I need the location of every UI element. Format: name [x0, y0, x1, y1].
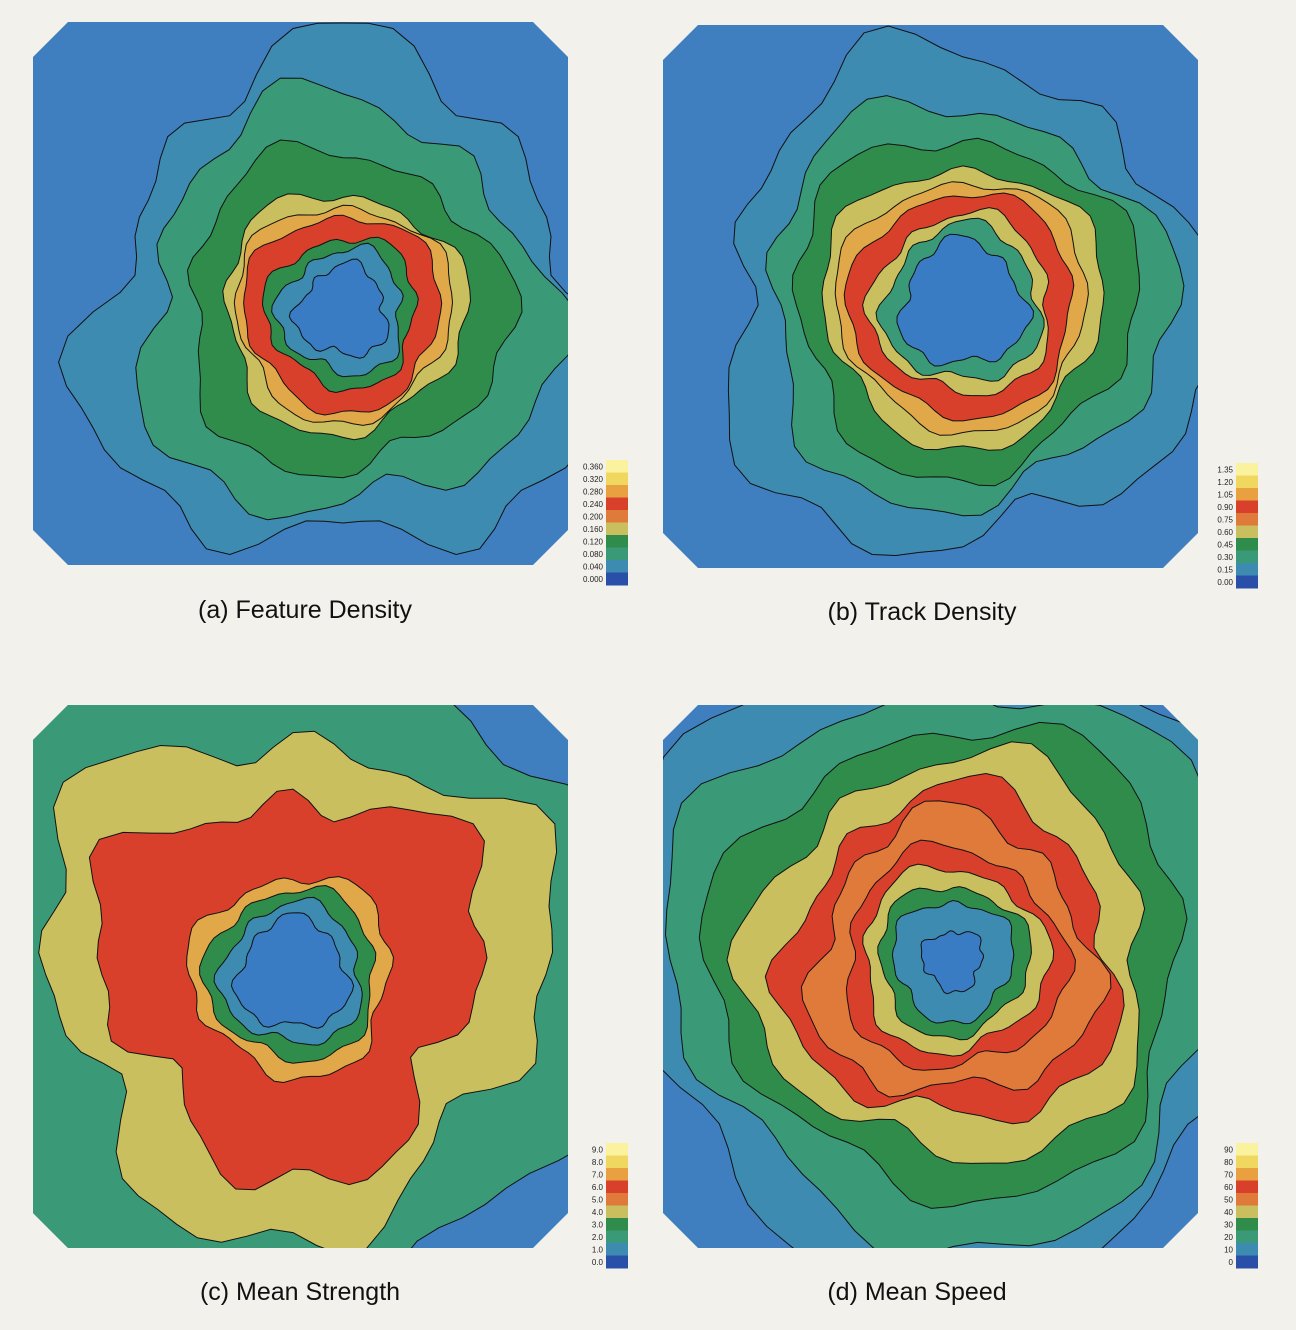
colorbar-swatch [606, 1143, 628, 1156]
colorbar-label: 90 [1224, 1145, 1233, 1154]
colorbar-swatch [1236, 550, 1258, 564]
colorbar-swatch [1236, 1255, 1258, 1269]
colorbar-swatch [606, 497, 628, 511]
colorbar-label: 0.15 [1217, 565, 1233, 574]
panel: 1.35 1.20 1.05 0.90 0.75 0.60 0.45 0.30 0.15 0.00 [663, 25, 1258, 589]
colorbar-swatch [1236, 1218, 1258, 1231]
colorbar-swatch [1236, 463, 1258, 476]
colorbar-label: 5.0 [592, 1195, 604, 1204]
colorbar-label: 40 [1224, 1208, 1233, 1217]
caption: (a) Feature Density [198, 596, 412, 624]
panel: 90 80 70 60 50 40 30 20 10 0 [663, 705, 1258, 1269]
colorbar-swatch [606, 1205, 628, 1219]
contour-band [288, 258, 390, 359]
colorbar-label: 1.05 [1217, 490, 1233, 499]
colorbar-label: 6.0 [592, 1183, 604, 1192]
colorbar-swatch [606, 1230, 628, 1244]
panel: 0.360 0.320 0.280 0.240 0.200 0.160 0.120 0.080… [33, 22, 628, 586]
colorbar-swatch [606, 1180, 628, 1194]
contour-map [663, 25, 1198, 568]
colorbar-swatch [606, 547, 628, 561]
colorbar-label: 1.20 [1217, 478, 1233, 487]
caption: (d) Mean Speed [827, 1278, 1006, 1306]
colorbar-swatch [606, 510, 628, 523]
colorbar-label: 50 [1224, 1195, 1233, 1204]
colorbar-swatch [1236, 500, 1258, 514]
contour-band [230, 912, 355, 1029]
panel: 9.0 8.0 7.0 6.0 5.0 4.0 3.0 2.0 1.0 0.0 [33, 705, 628, 1269]
colorbar-label: 30 [1224, 1220, 1233, 1229]
colorbar-label: 7.0 [592, 1170, 604, 1179]
contour-band [896, 233, 1035, 367]
colorbar-swatch [606, 1155, 628, 1169]
colorbar-swatch [606, 1168, 628, 1181]
colorbar-swatch [606, 535, 628, 548]
colorbar-swatch [1236, 525, 1258, 539]
colorbar-swatch [606, 460, 628, 473]
colorbar-label: 4.0 [592, 1208, 604, 1217]
colorbar-swatch [606, 485, 628, 498]
colorbar-label: 70 [1224, 1170, 1233, 1179]
colorbar-swatch [1236, 1205, 1258, 1219]
colorbar-label: 0.040 [583, 562, 604, 571]
colorbar-label: 20 [1224, 1233, 1233, 1242]
colorbar-label: 0.90 [1217, 503, 1233, 512]
colorbar-label: 0.240 [583, 500, 604, 509]
colorbar-swatch [1236, 513, 1258, 526]
colorbar-label: 8.0 [592, 1158, 604, 1167]
colorbar-label: 0.30 [1217, 553, 1233, 562]
colorbar-label: 0.320 [583, 475, 604, 484]
contour-band [920, 930, 985, 995]
colorbar-swatch [606, 1193, 628, 1206]
colorbar-swatch [1236, 1180, 1258, 1194]
colorbar-label: 60 [1224, 1183, 1233, 1192]
colorbar-swatch [606, 1243, 628, 1256]
colorbar-swatch [1236, 1155, 1258, 1169]
colorbar-label: 0.360 [583, 462, 604, 471]
colorbar-swatch [1236, 563, 1258, 576]
caption: (b) Track Density [828, 598, 1017, 626]
colorbar-label: 0.00 [1217, 578, 1233, 587]
contour-map [33, 705, 568, 1248]
colorbar-label: 0 [1229, 1258, 1234, 1267]
colorbar-swatch [1236, 1230, 1258, 1244]
colorbar-swatch [606, 522, 628, 536]
colorbar-label: 1.35 [1217, 465, 1233, 474]
contour-map [663, 705, 1198, 1248]
contour-map [33, 22, 568, 565]
colorbar-label: 10 [1224, 1245, 1233, 1254]
colorbar-label: 0.60 [1217, 528, 1233, 537]
colorbar-swatch [1236, 488, 1258, 501]
colorbar-label: 0.0 [592, 1258, 604, 1267]
colorbar-swatch [606, 572, 628, 586]
colorbar-swatch [606, 1255, 628, 1269]
colorbar-swatch [1236, 1243, 1258, 1256]
colorbar-label: 0.000 [583, 575, 604, 584]
colorbar-label: 9.0 [592, 1145, 604, 1154]
colorbar-swatch [1236, 1143, 1258, 1156]
colorbar-label: 0.160 [583, 525, 604, 534]
colorbar-label: 3.0 [592, 1220, 604, 1229]
colorbar-swatch [1236, 1193, 1258, 1206]
colorbar-swatch [1236, 1168, 1258, 1181]
colorbar-label: 0.120 [583, 537, 604, 546]
colorbar-swatch [606, 472, 628, 486]
colorbar-label: 0.200 [583, 512, 604, 521]
colorbar-label: 80 [1224, 1158, 1233, 1167]
caption: (c) Mean Strength [200, 1278, 400, 1306]
colorbar-label: 2.0 [592, 1233, 604, 1242]
colorbar-swatch [1236, 575, 1258, 589]
colorbar-label: 0.280 [583, 487, 604, 496]
colorbar-label: 1.0 [592, 1245, 604, 1254]
colorbar-swatch [1236, 475, 1258, 489]
colorbar-swatch [1236, 538, 1258, 551]
colorbar-swatch [606, 1218, 628, 1231]
colorbar-swatch [606, 560, 628, 573]
colorbar-label: 0.45 [1217, 540, 1233, 549]
colorbar-label: 0.75 [1217, 515, 1233, 524]
colorbar-label: 0.080 [583, 550, 604, 559]
